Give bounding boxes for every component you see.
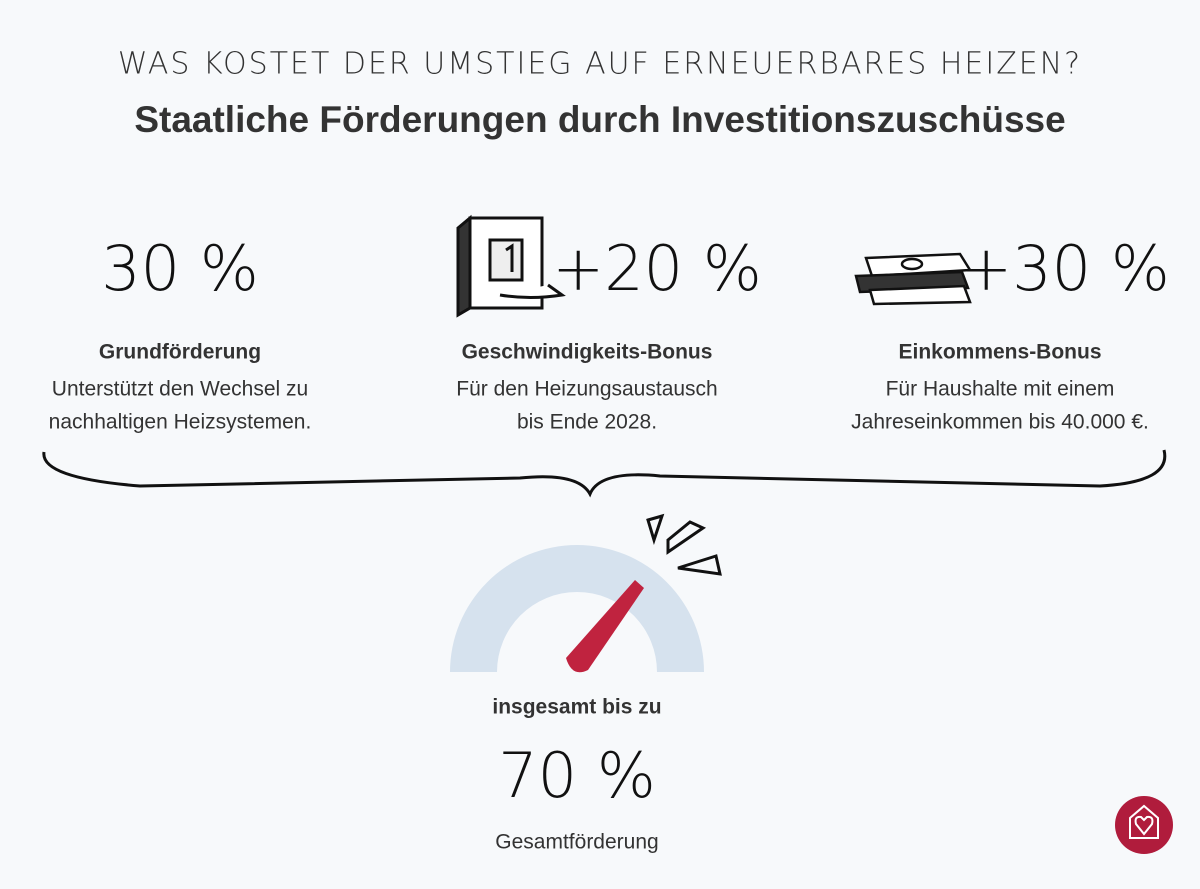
- item-label: Einkommens-Bonus: [898, 341, 1101, 364]
- item-label: Geschwindigkeits-Bonus: [462, 341, 713, 364]
- kicker: WAS KOSTET DER UMSTIEG AUF ERNEUERBARES …: [118, 47, 1082, 82]
- gauge: [450, 513, 722, 673]
- summary-caption: Gesamtförderung: [495, 831, 658, 854]
- brace: [42, 449, 1167, 498]
- item-label: Grundförderung: [99, 341, 261, 364]
- item-description: Für den Heizungsaustausch: [456, 378, 718, 401]
- logo: [1115, 796, 1173, 854]
- item-description: Unterstützt den Wechsel zu: [52, 378, 308, 401]
- title: Staatliche Förderungen durch Investition…: [134, 99, 1065, 140]
- summary-value: 70 %: [498, 739, 656, 812]
- item-description: bis Ende 2028.: [517, 411, 657, 434]
- item-description: Für Haushalte mit einem: [886, 378, 1115, 401]
- item-value: +20 %: [552, 232, 761, 305]
- summary-intro: insgesamt bis zu: [492, 696, 661, 719]
- item-value: +30 %: [960, 232, 1169, 305]
- item-description: Jahreseinkommen bis 40.000 €.: [851, 411, 1149, 434]
- item-value: 30 %: [101, 232, 259, 305]
- money-icon: [854, 252, 973, 306]
- calendar-icon: [456, 214, 566, 318]
- item-description: nachhaltigen Heizsystemen.: [49, 411, 312, 434]
